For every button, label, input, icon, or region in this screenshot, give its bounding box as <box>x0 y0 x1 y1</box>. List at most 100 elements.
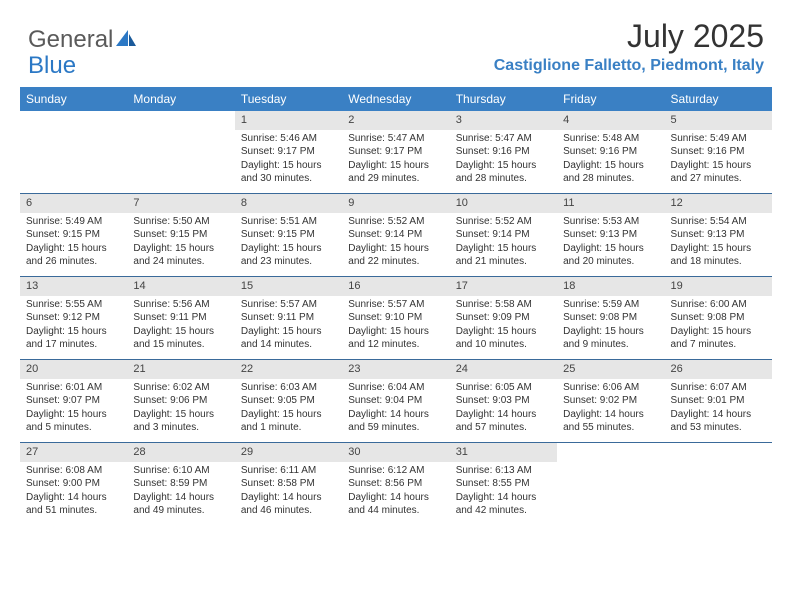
sunrise-text: Sunrise: 6:00 AM <box>671 298 766 312</box>
sunrise-text: Sunrise: 6:05 AM <box>456 381 551 395</box>
calendar-cell: 18Sunrise: 5:59 AMSunset: 9:08 PMDayligh… <box>557 277 664 359</box>
sun-info: Sunrise: 6:11 AMSunset: 8:58 PMDaylight:… <box>235 464 342 518</box>
daylight-text: Daylight: 15 hours <box>26 325 121 339</box>
calendar-cell: 16Sunrise: 5:57 AMSunset: 9:10 PMDayligh… <box>342 277 449 359</box>
daylight-text: Daylight: 15 hours <box>26 408 121 422</box>
day-number: 15 <box>235 277 342 296</box>
sunrise-text: Sunrise: 5:57 AM <box>241 298 336 312</box>
sunrise-text: Sunrise: 5:47 AM <box>456 132 551 146</box>
day-number: 19 <box>665 277 772 296</box>
sunset-text: Sunset: 9:16 PM <box>563 145 658 159</box>
sunrise-text: Sunrise: 6:12 AM <box>348 464 443 478</box>
day-number: 28 <box>127 443 234 462</box>
day-number: 2 <box>342 111 449 130</box>
sunrise-text: Sunrise: 6:03 AM <box>241 381 336 395</box>
calendar-cell: 11Sunrise: 5:53 AMSunset: 9:13 PMDayligh… <box>557 194 664 276</box>
daylight-text: and 1 minute. <box>241 421 336 435</box>
daylight-text: and 17 minutes. <box>26 338 121 352</box>
sunset-text: Sunset: 9:00 PM <box>26 477 121 491</box>
sunrise-text: Sunrise: 5:50 AM <box>133 215 228 229</box>
sunrise-text: Sunrise: 6:04 AM <box>348 381 443 395</box>
day-number: 23 <box>342 360 449 379</box>
calendar-cell: 13Sunrise: 5:55 AMSunset: 9:12 PMDayligh… <box>20 277 127 359</box>
sunrise-text: Sunrise: 5:52 AM <box>456 215 551 229</box>
day-number: 8 <box>235 194 342 213</box>
calendar-cell: 29 Sunrise: 6:11 AMSunset: 8:58 PMDayligh… <box>235 443 342 525</box>
daylight-text: Daylight: 15 hours <box>241 242 336 256</box>
sunset-text: Sunset: 9:15 PM <box>241 228 336 242</box>
location-subtitle: Castiglione Falletto, Piedmont, Italy <box>494 57 764 75</box>
calendar-cell: 25Sunrise: 6:06 AMSunset: 9:02 PMDayligh… <box>557 360 664 442</box>
day-number: 21 <box>127 360 234 379</box>
daylight-text: and 57 minutes. <box>456 421 551 435</box>
day-number: 26 <box>665 360 772 379</box>
day-number: 29 <box>235 443 342 462</box>
sun-info: Sunrise: 6:03 AMSunset: 9:05 PMDaylight:… <box>235 381 342 435</box>
day-number: 25 <box>557 360 664 379</box>
sun-info: Sunrise: 5:53 AMSunset: 9:13 PMDaylight:… <box>557 215 664 269</box>
daylight-text: and 22 minutes. <box>348 255 443 269</box>
day-number: 9 <box>342 194 449 213</box>
daylight-text: Daylight: 15 hours <box>671 242 766 256</box>
day-number: 18 <box>557 277 664 296</box>
sun-info: Sunrise: 5:48 AMSunset: 9:16 PMDaylight:… <box>557 132 664 186</box>
calendar-week: ..1Sunrise: 5:46 AMSunset: 9:17 PMDaylig… <box>20 111 772 194</box>
calendar-week: 20Sunrise: 6:01 AMSunset: 9:07 PMDayligh… <box>20 360 772 443</box>
day-number: 3 <box>450 111 557 130</box>
daylight-text: and 29 minutes. <box>348 172 443 186</box>
daylight-text: and 3 minutes. <box>133 421 228 435</box>
calendar-cell: 20Sunrise: 6:01 AMSunset: 9:07 PMDayligh… <box>20 360 127 442</box>
weekday-header-row: Sunday Monday Tuesday Wednesday Thursday… <box>20 87 772 111</box>
brand-word-1: General <box>28 26 113 54</box>
daylight-text: Daylight: 15 hours <box>348 242 443 256</box>
sun-info: Sunrise: 5:52 AMSunset: 9:14 PMDaylight:… <box>342 215 449 269</box>
daylight-text: and 20 minutes. <box>563 255 658 269</box>
sunrise-text: Sunrise: 5:49 AM <box>26 215 121 229</box>
sun-info: Sunrise: 6:07 AMSunset: 9:01 PMDaylight:… <box>665 381 772 435</box>
daylight-text: Daylight: 15 hours <box>133 408 228 422</box>
sunrise-text: Sunrise: 5:54 AM <box>671 215 766 229</box>
daylight-text: Daylight: 15 hours <box>241 325 336 339</box>
sun-info: Sunrise: 5:56 AMSunset: 9:11 PMDaylight:… <box>127 298 234 352</box>
daylight-text: Daylight: 14 hours <box>348 491 443 505</box>
sunset-text: Sunset: 8:59 PM <box>133 477 228 491</box>
daylight-text: and 14 minutes. <box>241 338 336 352</box>
daylight-text: and 18 minutes. <box>671 255 766 269</box>
daylight-text: Daylight: 15 hours <box>241 159 336 173</box>
sunset-text: Sunset: 9:04 PM <box>348 394 443 408</box>
sun-info: Sunrise: 5:49 AMSunset: 9:16 PMDaylight:… <box>665 132 772 186</box>
sun-info: Sunrise: 5:52 AMSunset: 9:14 PMDaylight:… <box>450 215 557 269</box>
weekday-header: Saturday <box>665 87 772 111</box>
sunrise-text: Sunrise: 5:47 AM <box>348 132 443 146</box>
sun-info: Sunrise: 6:01 AMSunset: 9:07 PMDaylight:… <box>20 381 127 435</box>
weekday-header: Monday <box>127 87 234 111</box>
calendar-cell: . <box>557 443 664 525</box>
weekday-header: Friday <box>557 87 664 111</box>
daylight-text: and 7 minutes. <box>671 338 766 352</box>
brand-sail-icon <box>115 28 137 48</box>
daylight-text: and 42 minutes. <box>456 504 551 518</box>
sunset-text: Sunset: 9:11 PM <box>241 311 336 325</box>
sunrise-text: Sunrise: 5:51 AM <box>241 215 336 229</box>
day-number: 7 <box>127 194 234 213</box>
weekday-header: Tuesday <box>235 87 342 111</box>
sunrise-text: Sunrise: 6:10 AM <box>133 464 228 478</box>
daylight-text: and 46 minutes. <box>241 504 336 518</box>
sunrise-text: Sunrise: 5:52 AM <box>348 215 443 229</box>
calendar-cell: 14Sunrise: 5:56 AMSunset: 9:11 PMDayligh… <box>127 277 234 359</box>
calendar-cell: 9 Sunrise: 5:52 AMSunset: 9:14 PMDaylight… <box>342 194 449 276</box>
sun-info: Sunrise: 5:47 AMSunset: 9:17 PMDaylight:… <box>342 132 449 186</box>
sun-info: Sunrise: 6:13 AMSunset: 8:55 PMDaylight:… <box>450 464 557 518</box>
sun-info: Sunrise: 6:04 AMSunset: 9:04 PMDaylight:… <box>342 381 449 435</box>
sunset-text: Sunset: 9:03 PM <box>456 394 551 408</box>
sun-info: Sunrise: 6:05 AMSunset: 9:03 PMDaylight:… <box>450 381 557 435</box>
sun-info: Sunrise: 5:47 AMSunset: 9:16 PMDaylight:… <box>450 132 557 186</box>
sunrise-text: Sunrise: 5:53 AM <box>563 215 658 229</box>
daylight-text: and 44 minutes. <box>348 504 443 518</box>
sun-info: Sunrise: 6:08 AMSunset: 9:00 PMDaylight:… <box>20 464 127 518</box>
day-number: 13 <box>20 277 127 296</box>
daylight-text: and 24 minutes. <box>133 255 228 269</box>
weekday-header: Wednesday <box>342 87 449 111</box>
sunset-text: Sunset: 8:58 PM <box>241 477 336 491</box>
daylight-text: and 59 minutes. <box>348 421 443 435</box>
